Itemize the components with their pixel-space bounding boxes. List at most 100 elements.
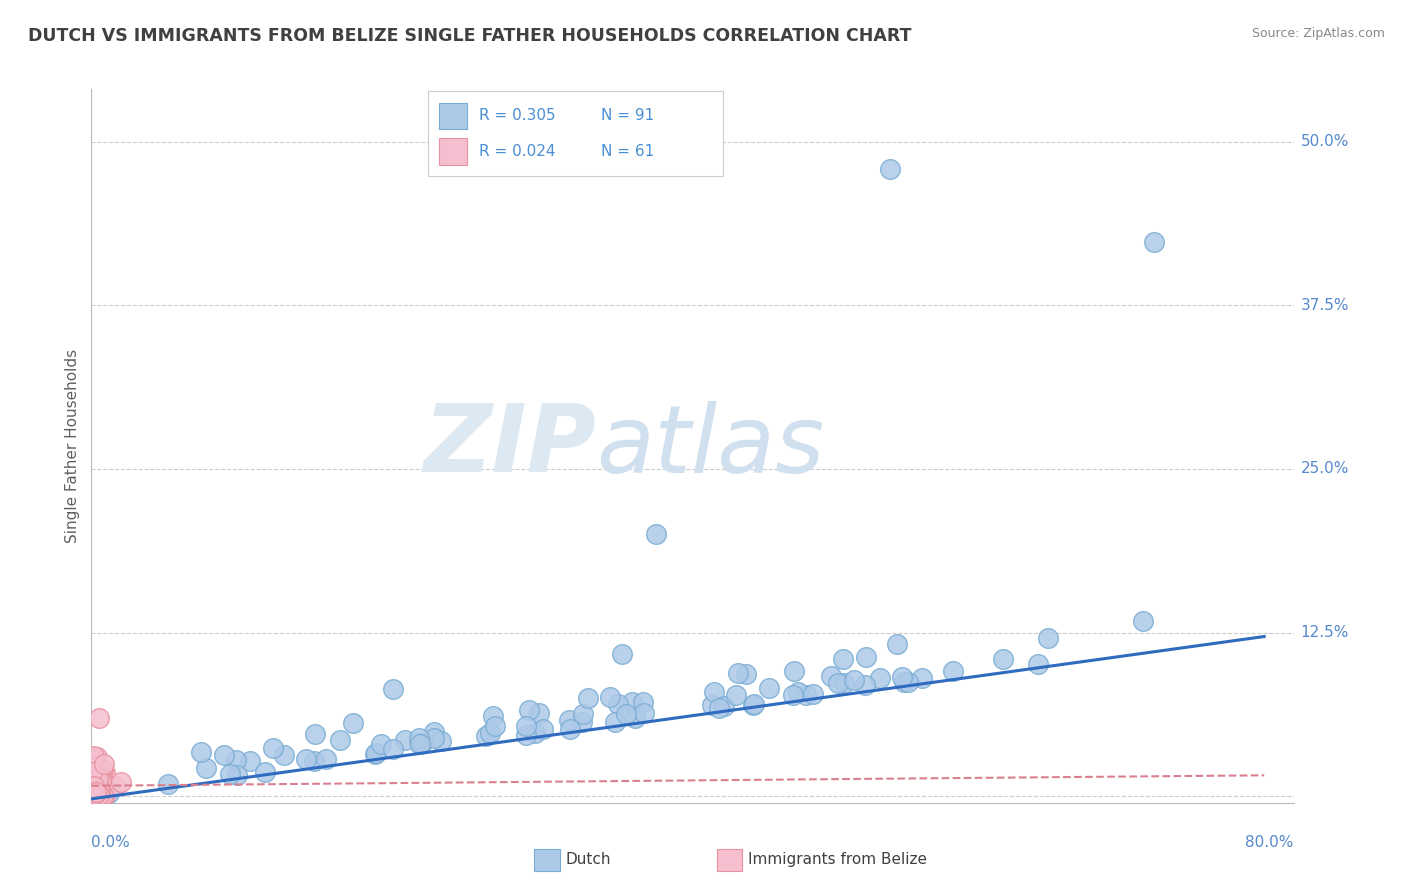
- Point: [83, 786, 105, 800]
- Point: [891, 670, 914, 684]
- Y-axis label: Single Father Households: Single Father Households: [65, 349, 80, 543]
- Point: [86, 770, 108, 784]
- Point: [531, 723, 554, 737]
- Point: [831, 652, 853, 666]
- Point: [422, 724, 444, 739]
- Point: [370, 737, 392, 751]
- Point: [83, 753, 105, 767]
- Point: [83, 779, 105, 793]
- Point: [724, 688, 747, 702]
- Point: [727, 666, 749, 681]
- Point: [782, 688, 804, 702]
- Point: [84, 780, 107, 794]
- Point: [758, 681, 780, 695]
- Point: [474, 729, 496, 743]
- Point: [87, 772, 110, 786]
- Point: [423, 731, 446, 746]
- Point: [1026, 657, 1049, 671]
- Point: [304, 754, 326, 768]
- Point: [991, 651, 1014, 665]
- Point: [83, 787, 105, 801]
- Point: [794, 688, 817, 702]
- Point: [558, 722, 581, 736]
- Point: [703, 685, 725, 699]
- Point: [84, 787, 107, 801]
- Point: [87, 780, 110, 795]
- Text: 0.0%: 0.0%: [91, 836, 131, 850]
- Point: [620, 695, 643, 709]
- Point: [89, 711, 111, 725]
- Point: [82, 766, 104, 780]
- Point: [82, 765, 104, 780]
- Point: [84, 780, 107, 795]
- Point: [408, 731, 430, 745]
- Point: [295, 752, 318, 766]
- Point: [86, 772, 108, 787]
- Text: 80.0%: 80.0%: [1246, 836, 1294, 850]
- Point: [273, 748, 295, 763]
- Point: [607, 697, 630, 711]
- Point: [1132, 614, 1154, 628]
- Point: [93, 763, 115, 777]
- Point: [90, 786, 112, 800]
- Point: [97, 786, 120, 800]
- Point: [603, 714, 626, 729]
- Point: [832, 675, 855, 690]
- Point: [80, 782, 103, 797]
- Text: N = 61: N = 61: [600, 145, 654, 159]
- Point: [430, 733, 453, 747]
- Point: [93, 786, 115, 800]
- Point: [893, 675, 915, 690]
- Text: ZIP: ZIP: [423, 400, 596, 492]
- Point: [157, 777, 180, 791]
- Point: [90, 777, 112, 791]
- Point: [827, 675, 849, 690]
- Text: N = 91: N = 91: [600, 109, 654, 123]
- Point: [801, 687, 824, 701]
- Point: [83, 749, 105, 764]
- Point: [86, 780, 108, 795]
- Point: [942, 664, 965, 678]
- Point: [91, 788, 114, 802]
- Point: [89, 765, 111, 780]
- Point: [576, 691, 599, 706]
- Point: [80, 760, 103, 774]
- Point: [80, 788, 103, 802]
- Point: [194, 761, 217, 775]
- Point: [571, 707, 593, 722]
- Point: [82, 788, 104, 802]
- Point: [1038, 631, 1060, 645]
- Point: [103, 780, 125, 794]
- Point: [911, 671, 934, 685]
- Point: [86, 785, 108, 799]
- Point: [869, 671, 891, 685]
- Point: [624, 711, 647, 725]
- Point: [86, 788, 108, 802]
- Point: [409, 737, 432, 751]
- Point: [83, 788, 105, 802]
- Point: [842, 673, 865, 687]
- Point: [517, 703, 540, 717]
- Point: [89, 788, 111, 802]
- Point: [84, 788, 107, 802]
- Text: 50.0%: 50.0%: [1301, 134, 1348, 149]
- Point: [342, 716, 364, 731]
- Point: [735, 666, 758, 681]
- Point: [571, 715, 593, 730]
- Point: [820, 669, 842, 683]
- Point: [80, 753, 103, 767]
- Point: [262, 741, 284, 756]
- Point: [855, 650, 877, 665]
- Point: [226, 768, 249, 782]
- Text: 12.5%: 12.5%: [1301, 625, 1348, 640]
- Point: [82, 765, 104, 780]
- Point: [886, 637, 908, 651]
- Point: [707, 701, 730, 715]
- Text: Immigrants from Belize: Immigrants from Belize: [748, 853, 927, 867]
- Point: [610, 647, 633, 661]
- Point: [363, 747, 385, 761]
- Point: [83, 780, 105, 795]
- Point: [253, 764, 276, 779]
- Text: R = 0.305: R = 0.305: [478, 109, 555, 123]
- Point: [700, 698, 723, 712]
